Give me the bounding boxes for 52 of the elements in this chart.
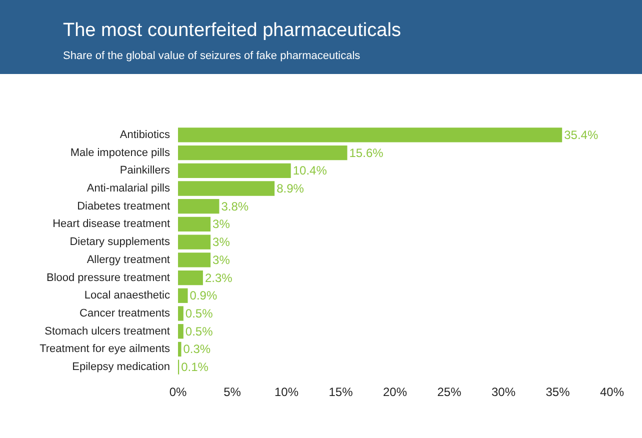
- x-tick-label: 35%: [546, 385, 570, 399]
- bar: [178, 128, 562, 142]
- data-label: 3%: [212, 217, 230, 232]
- data-label: 3.8%: [221, 199, 249, 214]
- data-label: 0.9%: [190, 288, 218, 303]
- y-tick-label: Painkillers: [120, 164, 170, 177]
- x-tick-label: 25%: [437, 385, 462, 399]
- x-tick-label: 40%: [600, 385, 624, 399]
- bar: [178, 181, 275, 196]
- y-tick-label: Male impotence pills: [70, 146, 170, 159]
- bar: [178, 252, 211, 268]
- chart-subtitle: Share of the global value of seizures of fake pharmaceuticals: [63, 50, 362, 62]
- y-tick-label: Antibiotics: [120, 128, 170, 141]
- data-label: 0.5%: [185, 324, 214, 338]
- data-label: 0.1%: [181, 360, 209, 374]
- data-label: 15.6%: [349, 146, 384, 160]
- data-label: 2.3%: [204, 270, 233, 285]
- y-tick-label: Cancer treatments: [80, 308, 170, 320]
- y-tick-label: Stomach ulcers treatment: [44, 325, 170, 338]
- y-tick-label: Diabetes treatment: [77, 200, 170, 212]
- data-label: 3%: [212, 235, 230, 250]
- y-tick-label: Heart disease treatment: [52, 218, 170, 230]
- bar: [178, 324, 184, 339]
- data-label: 10.4%: [292, 164, 328, 178]
- bar: [178, 234, 211, 250]
- x-tick-label: 10%: [274, 385, 299, 399]
- y-tick-label: Allergy treatment: [86, 254, 170, 266]
- bar: [178, 216, 211, 232]
- y-tick-label: Anti-malarial pills: [86, 182, 170, 194]
- data-label: 8.9%: [276, 182, 304, 196]
- bar: [178, 163, 291, 178]
- bar: [178, 199, 220, 214]
- y-tick-label: Blood pressure treatment: [46, 272, 170, 284]
- data-label: 3%: [212, 252, 230, 267]
- data-label: 0.3%: [183, 342, 211, 356]
- bar: [178, 288, 188, 303]
- x-tick-label: 15%: [328, 385, 354, 399]
- x-tick-label: 30%: [491, 385, 516, 399]
- y-tick-label: Local anaesthetic: [84, 290, 170, 302]
- x-tick-label: 5%: [224, 385, 242, 399]
- y-tick-label: Dietary supplements: [70, 236, 170, 248]
- chart-title: The most counterfeited pharmaceuticals: [63, 20, 402, 42]
- bar: [178, 342, 182, 357]
- bar: [178, 145, 348, 160]
- data-label: 35.4%: [564, 128, 598, 142]
- x-tick-label: 20%: [382, 385, 408, 399]
- bar: [178, 270, 203, 286]
- x-tick-label: 0%: [169, 385, 187, 399]
- y-tick-label: Treatment for eye ailments: [40, 343, 170, 356]
- y-tick-label: Epilepsy medication: [72, 361, 170, 374]
- bar: [178, 306, 184, 321]
- data-label: 0.5%: [185, 306, 214, 320]
